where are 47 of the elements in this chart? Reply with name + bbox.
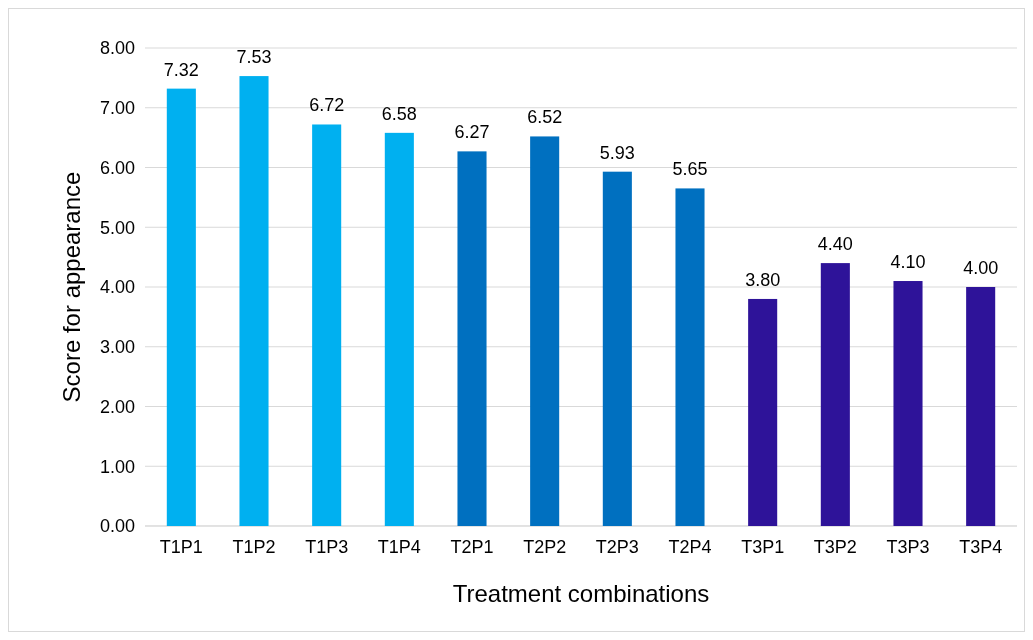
x-tick-label: T2P1 bbox=[450, 537, 494, 557]
data-label: 7.53 bbox=[236, 47, 272, 68]
y-tick-label: 4.00 bbox=[99, 277, 135, 298]
data-label: 6.58 bbox=[381, 103, 417, 124]
x-tick-label: T3P4 bbox=[959, 537, 1003, 557]
x-tick-label: T3P2 bbox=[813, 537, 857, 557]
data-label: 4.10 bbox=[890, 252, 926, 273]
y-tick-label: 8.00 bbox=[99, 38, 135, 59]
y-axis-title: Score for appearance bbox=[58, 171, 85, 403]
x-tick-label: T2P2 bbox=[523, 537, 567, 557]
x-tick-label: T2P3 bbox=[595, 537, 639, 557]
bar bbox=[312, 124, 342, 526]
bar bbox=[457, 151, 487, 526]
x-tick-label: T1P1 bbox=[159, 537, 203, 557]
x-axis-title: Treatment combinations bbox=[452, 580, 710, 607]
y-tick-label: 3.00 bbox=[99, 337, 135, 358]
x-tick-label: T3P3 bbox=[886, 537, 930, 557]
x-tick-label: T1P3 bbox=[305, 537, 349, 557]
data-label: 4.40 bbox=[817, 234, 853, 255]
y-tick-label: 1.00 bbox=[99, 456, 135, 477]
data-label: 4.00 bbox=[963, 258, 999, 278]
data-label: 3.80 bbox=[745, 269, 781, 290]
data-label: 5.93 bbox=[599, 142, 635, 163]
bar bbox=[820, 263, 850, 526]
x-tick-label: T3P1 bbox=[741, 537, 785, 557]
x-tick-label: T2P4 bbox=[668, 537, 712, 557]
y-tick-label: 5.00 bbox=[99, 217, 135, 238]
y-tick-label: 0.00 bbox=[99, 516, 135, 537]
bar bbox=[748, 298, 778, 526]
data-label: 7.32 bbox=[163, 59, 199, 80]
x-tick-label: T1P2 bbox=[232, 537, 276, 557]
y-tick-label: 6.00 bbox=[99, 157, 135, 178]
data-label: 6.52 bbox=[527, 107, 563, 128]
bar bbox=[166, 88, 196, 526]
bar bbox=[530, 136, 560, 526]
bar bbox=[675, 188, 705, 526]
bar bbox=[602, 171, 632, 526]
bar bbox=[966, 287, 996, 526]
y-tick-label: 7.00 bbox=[99, 98, 135, 119]
x-tick-label: T1P4 bbox=[377, 537, 421, 557]
bar bbox=[239, 76, 269, 526]
data-label: 6.72 bbox=[309, 95, 345, 116]
data-label: 6.27 bbox=[454, 122, 490, 143]
bar bbox=[384, 132, 414, 526]
y-tick-label: 2.00 bbox=[99, 396, 135, 417]
data-label: 5.65 bbox=[672, 159, 708, 180]
bar bbox=[893, 281, 923, 526]
